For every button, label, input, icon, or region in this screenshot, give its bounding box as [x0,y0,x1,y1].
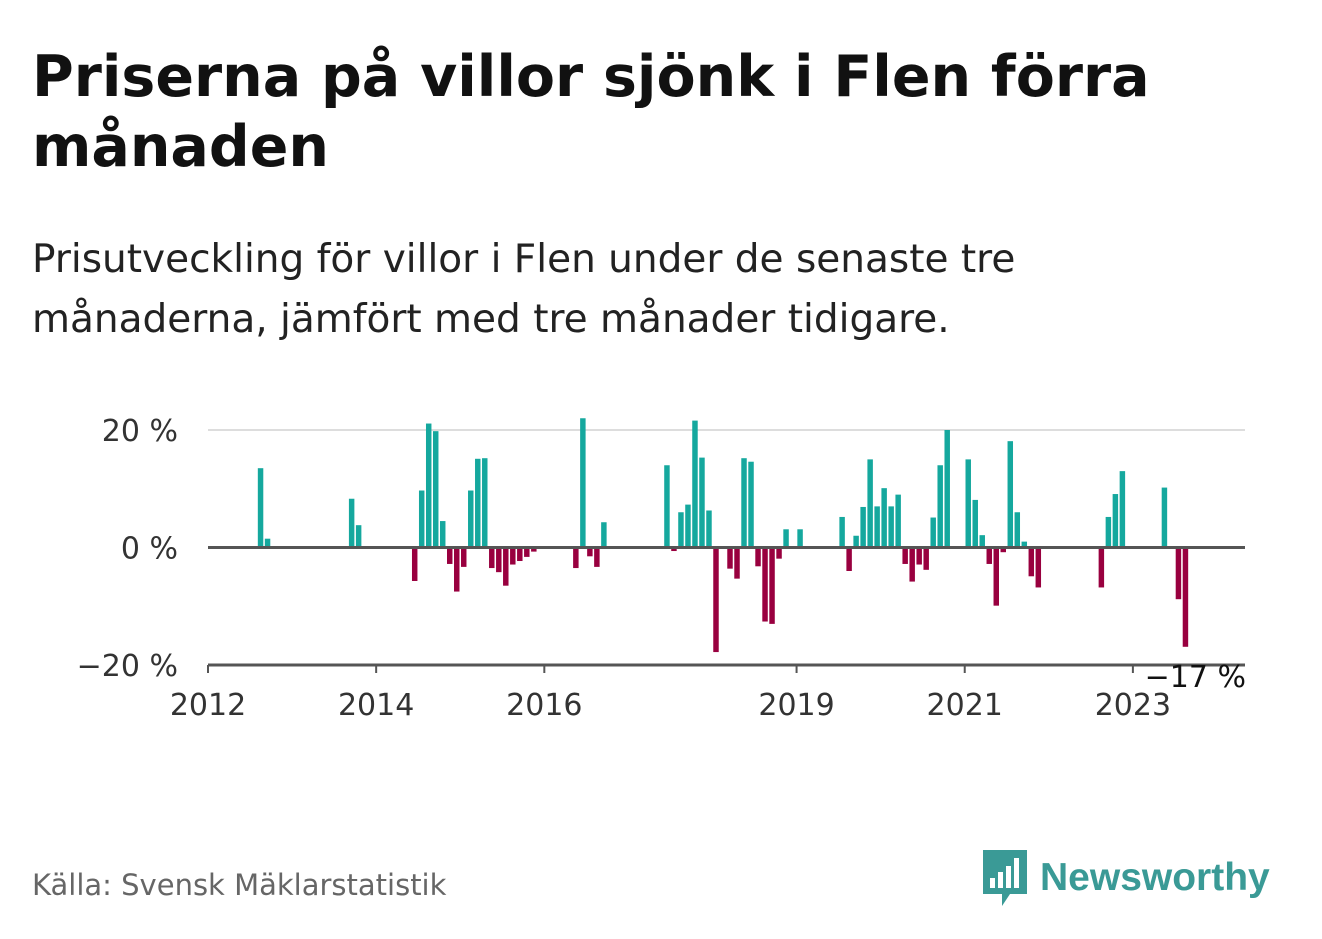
bar [594,547,600,567]
bar [839,516,845,548]
bar [1105,516,1112,548]
bar [580,418,586,548]
brand-logo: Newsworthy [980,848,1270,908]
bar [439,521,446,548]
chart-subtitle: Prisutveckling för villor i Flen under d… [32,237,1016,342]
bar [685,504,691,548]
bar [496,547,502,573]
bar [524,547,530,557]
bar [797,529,803,548]
bar [909,547,915,582]
bar-chart: 20 % 0 % −20 % 2012 2014 2016 2019 2021 2023−17 … [77,414,1246,723]
bar [482,458,488,548]
bar [1112,494,1119,548]
bar [1119,471,1126,548]
bar [713,547,719,653]
bar [706,510,712,548]
bar [888,506,894,548]
bar [860,506,866,548]
bar [1021,541,1028,548]
bar [1182,547,1189,647]
bar [986,547,992,564]
bar [923,547,929,570]
bar [972,499,978,548]
bar [692,420,698,548]
x-tick-label: 2012 [170,688,246,723]
bar [727,547,733,569]
bar [418,490,425,548]
bar [664,465,670,548]
bar [1000,547,1006,553]
bar [257,468,264,548]
brand-name: Newsworthy [1040,856,1270,899]
bar [355,525,362,548]
x-tick-label: 2016 [506,688,582,723]
bar [475,458,481,548]
bar [461,547,467,567]
x-tick-label: 2021 [927,688,1003,723]
bar [1035,547,1042,588]
source-note: Källa: Svensk Mäklarstatistik [32,868,447,902]
y-tick-label: −20 % [77,649,178,684]
bar [993,547,999,606]
bar [762,547,768,622]
bar [699,457,705,548]
bar [587,547,593,557]
bar [1014,512,1021,548]
end-value-label: −17 % [1145,660,1246,695]
bar [454,547,460,592]
bar [1098,547,1105,588]
bar [1028,547,1035,577]
bar [748,461,754,548]
bar [930,517,936,548]
bar [531,547,537,552]
bar [776,547,782,559]
bar [937,465,943,548]
bar [965,459,971,548]
bar [489,547,495,569]
bar [902,547,908,564]
bar [432,431,439,548]
bar [510,547,516,565]
bar [769,547,775,624]
chart-title: Priserna på villor sjönk i Flen förra må… [32,44,1150,180]
bar [734,547,740,579]
bar [678,512,684,548]
bar [425,423,432,548]
bar [867,459,873,548]
bar [468,490,474,548]
bar [1175,547,1182,600]
bar [447,547,453,564]
bar [846,547,852,571]
newsworthy-logo-icon [983,850,1027,906]
bar [853,535,859,548]
bar [348,498,355,548]
bar [573,547,579,569]
y-tick-label: 0 % [121,532,178,567]
bar [503,547,509,586]
y-tick-label: 20 % [102,414,178,449]
bar [874,506,880,548]
bar [671,547,677,552]
bar [755,547,761,567]
bar [411,547,418,581]
bar [979,535,985,548]
bar [881,488,887,548]
bar [741,458,747,548]
bar [264,538,271,548]
bar [601,522,607,548]
x-tick-label: 2023 [1095,688,1171,723]
bar [783,529,789,548]
bar [1007,441,1014,548]
bar [944,430,950,548]
bar [517,547,523,562]
bar [1161,487,1168,548]
x-tick-label: 2019 [758,688,834,723]
bar [916,547,922,565]
x-tick-label: 2014 [338,688,414,723]
bar [895,494,901,548]
